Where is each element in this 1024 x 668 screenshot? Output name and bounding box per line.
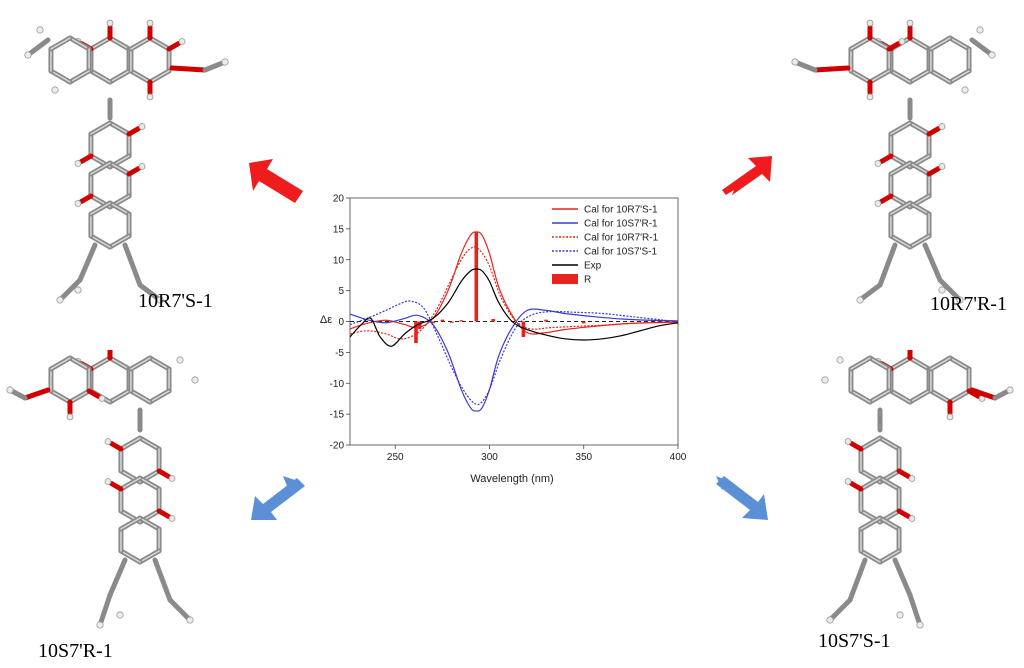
legend-label: Cal for 10R7'R-1 <box>584 233 659 244</box>
ecd-spectrum-chart: 250 300 350 400 -20 -15 -10 -5 0 5 10 15 20 Cal for … <box>320 194 687 486</box>
arrow-top-left-icon <box>249 159 303 203</box>
label-10S7R: 10S7'R-1 <box>38 640 113 662</box>
chart-legend: Cal for 10R7'S-1 Cal for 10S7'R-1 Cal for … <box>552 205 659 286</box>
x-tick-label: 250 <box>387 452 404 463</box>
chart-axes: 250 300 350 400 -20 -15 -10 -5 0 5 10 15 20 <box>330 194 687 464</box>
y-axis-label: Δε <box>320 314 332 326</box>
legend-label: Cal for 10S7'S-1 <box>584 247 657 258</box>
y-tick-label: -15 <box>330 410 345 421</box>
label-10S7S: 10S7'S-1 <box>818 630 891 652</box>
x-axis-label: Wavelength (nm) <box>470 473 553 485</box>
legend-swatch <box>552 274 578 284</box>
molecule-10R7S-model <box>24 19 229 304</box>
x-tick-label: 300 <box>481 452 498 463</box>
y-tick-label: -20 <box>330 441 345 452</box>
rotatory-strength-bars <box>414 231 586 344</box>
series-line <box>349 300 679 406</box>
series-line <box>349 308 679 412</box>
series-line <box>349 246 679 340</box>
label-10R7S: 10R7'S-1 <box>138 290 213 312</box>
arrow-bottom-right-icon <box>716 476 768 520</box>
label-10R7R: 10R7'R-1 <box>930 293 1007 315</box>
legend-label: R <box>584 275 591 286</box>
molecule-3d-icon <box>6 350 199 629</box>
y-tick-label: 15 <box>333 224 345 235</box>
molecule-3d-icon <box>791 19 996 304</box>
y-tick-label: 5 <box>338 286 344 297</box>
spectrum-lines <box>349 231 679 412</box>
arrow-bottom-left-icon <box>251 476 305 520</box>
legend-label: Cal for 10S7'R-1 <box>584 219 658 230</box>
molecule-10S7S-model <box>821 350 1014 629</box>
series-line <box>349 268 679 347</box>
r-bar <box>474 231 479 322</box>
y-tick-label: 20 <box>333 194 345 205</box>
molecule-10S7R-model <box>6 350 199 629</box>
r-bar <box>491 319 496 322</box>
molecule-10R7R-model <box>791 19 996 304</box>
r-bar <box>459 320 464 322</box>
molecule-3d-icon <box>24 19 229 304</box>
y-tick-label: -10 <box>330 379 345 390</box>
r-bar <box>449 321 454 323</box>
x-tick-label: 400 <box>670 452 687 463</box>
r-bar <box>581 321 586 324</box>
series-line <box>349 231 679 335</box>
r-bar <box>440 319 445 322</box>
molecule-3d-icon <box>821 350 1014 629</box>
x-tick-label: 350 <box>575 452 592 463</box>
r-bar <box>431 321 435 324</box>
r-bar <box>544 319 548 322</box>
y-tick-label: -5 <box>335 348 344 359</box>
y-tick-label: 10 <box>333 255 345 266</box>
y-tick-label: 0 <box>338 317 344 328</box>
arrow-top-right-icon <box>722 156 772 200</box>
legend-label: Cal for 10R7'S-1 <box>584 205 658 216</box>
r-bar <box>414 321 418 344</box>
legend-label: Exp <box>584 261 602 272</box>
r-bar <box>417 321 422 329</box>
